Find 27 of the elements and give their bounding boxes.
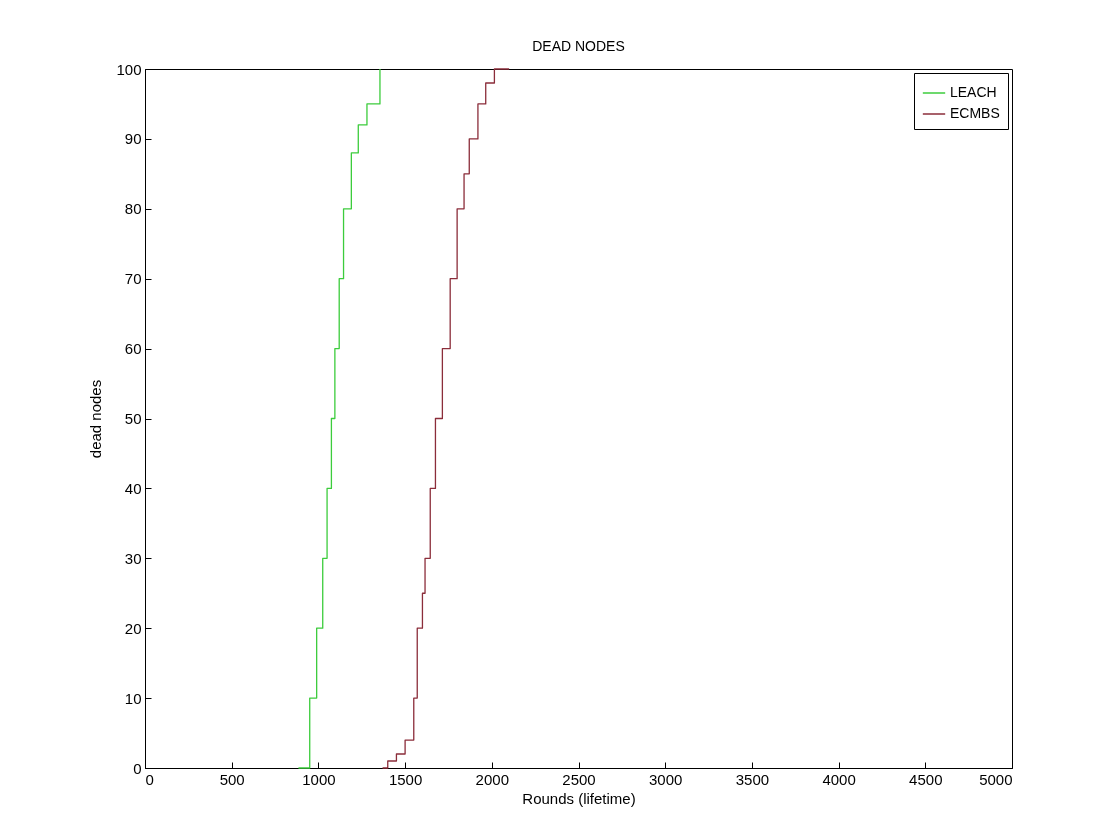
x-tick-label: 1000 [302,770,336,788]
y-tick-label: 50 [124,410,142,427]
x-tick-label: 2500 [562,770,596,788]
y-tick-label: 60 [124,340,142,358]
x-tick-label: 3000 [649,770,683,788]
x-tick-label: 4000 [822,770,856,788]
y-tick-label: 30 [124,549,142,567]
x-tick-label: 5000 [979,770,1013,788]
y-tick-label: 40 [124,479,142,497]
x-tick-label: 500 [219,770,245,788]
x-tick-label: 4500 [909,770,943,788]
x-axis-title: Rounds (lifetime) [522,789,636,807]
y-tick-label: 0 [133,759,142,777]
y-tick-label: 20 [124,619,142,637]
x-tick-label: 3500 [735,770,770,788]
y-axis-title: dead nodes [87,379,105,459]
y-tick-label: 80 [124,200,142,218]
x-tick-label: 1500 [388,770,423,788]
y-tick-label: 70 [124,270,142,288]
y-tick-label: 100 [116,60,142,78]
x-tick-label: 2000 [475,770,509,788]
y-tick-label: 10 [124,689,142,707]
y-tick-label: 90 [124,130,142,148]
legend-label: LEACH [950,84,997,100]
legend-label: ECMBS [950,105,1000,121]
chart-title: DEAD NODES [532,38,625,54]
x-tick-label: 0 [145,770,154,788]
